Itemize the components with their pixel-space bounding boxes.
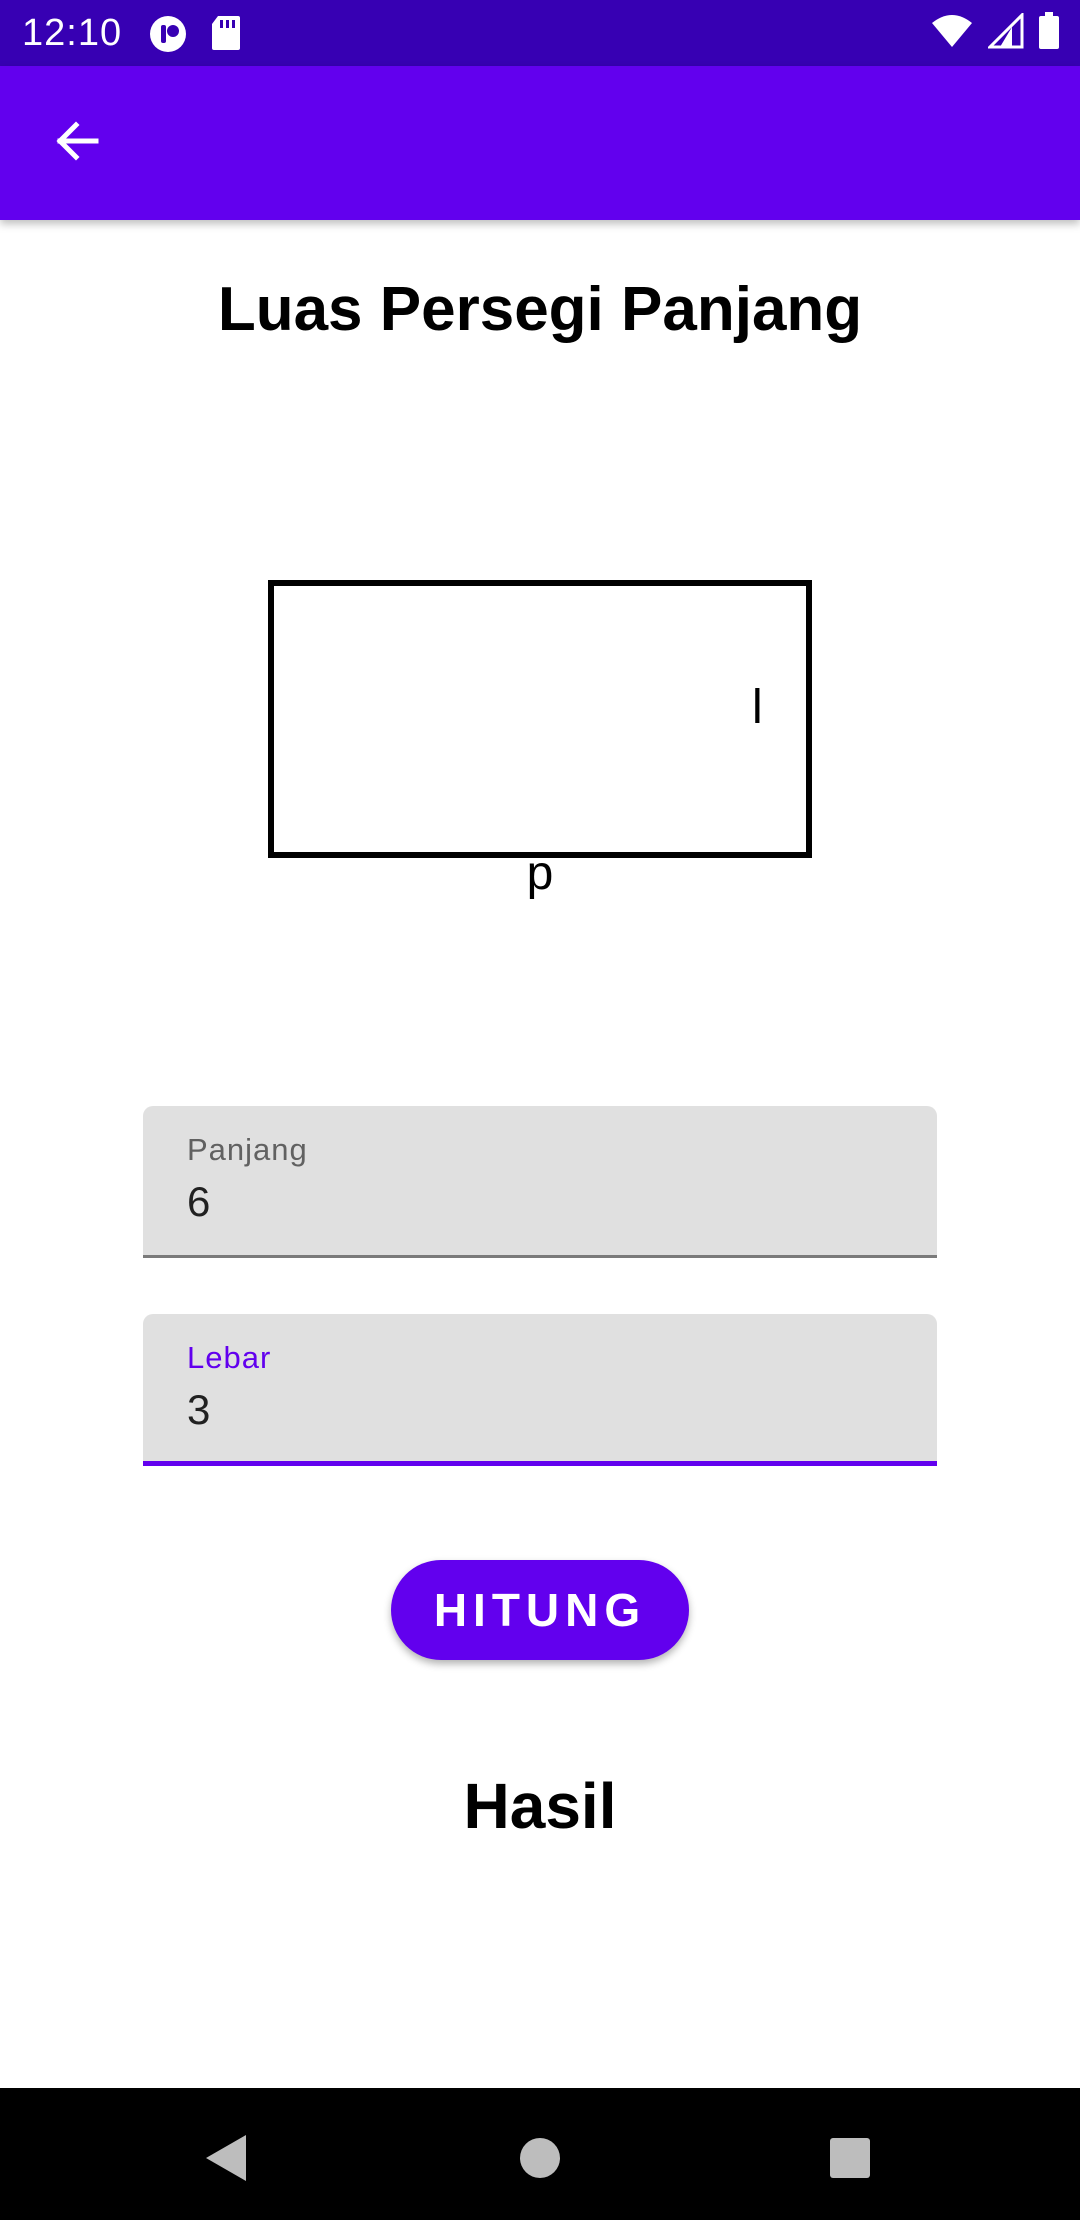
back-button[interactable] [36,110,118,176]
lebar-field-label: Lebar [187,1340,272,1375]
app-notification-icon [148,14,188,59]
arrow-back-icon [52,116,102,171]
battery-icon [1038,12,1060,55]
length-label: p [526,847,554,900]
nav-home-button[interactable] [510,2130,570,2190]
status-bar: 12:10 [0,0,1080,66]
panjang-field-label: Panjang [187,1132,308,1167]
wifi-icon [930,13,974,54]
recents-square-icon [828,2136,872,2185]
status-right-icons [930,11,1060,55]
nav-back-button[interactable] [196,2130,256,2190]
result-label: Hasil [463,1770,617,1842]
page-title: Luas Persegi Panjang [217,275,863,344]
lebar-field[interactable]: Lebar 3 [143,1314,937,1466]
sd-card-icon [210,14,242,59]
panjang-field[interactable]: Panjang 6 [143,1106,937,1258]
rectangle-diagram [268,580,812,858]
panjang-input[interactable]: 6 [187,1178,211,1225]
navigation-bar [0,2088,1080,2220]
status-left-icons [148,14,242,59]
signal-icon [986,11,1024,54]
nav-recents-button[interactable] [820,2130,880,2190]
width-label: l [752,681,763,734]
home-circle-icon [518,2136,562,2185]
main-content: Luas Persegi Panjang l p Panjang 6 Lebar… [0,220,1080,2088]
back-triangle-icon [202,2133,250,2188]
hitung-button[interactable]: HITUNG [391,1560,689,1660]
app-bar [0,66,1080,220]
lebar-input[interactable]: 3 [187,1386,211,1433]
status-time: 12:10 [22,12,123,54]
